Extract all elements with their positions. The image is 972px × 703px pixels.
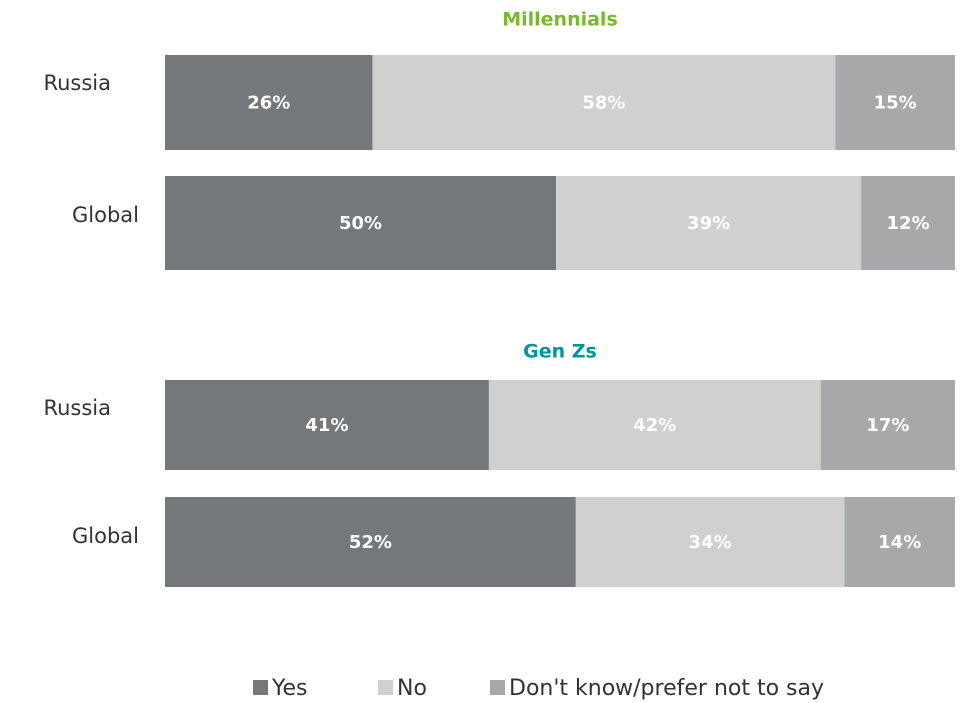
bar-segment xyxy=(820,380,955,470)
bar-segment xyxy=(835,55,955,150)
value-label: 12% xyxy=(887,213,930,234)
bar-segment xyxy=(372,55,836,150)
bar-segment xyxy=(488,380,821,470)
value-label: 58% xyxy=(582,93,625,114)
panel-title: Millennials xyxy=(502,9,618,31)
bar-segment xyxy=(165,176,557,270)
category-label: Russia xyxy=(43,396,111,420)
bar-segment xyxy=(556,176,862,270)
value-label: 39% xyxy=(687,213,730,234)
category-label: Global xyxy=(72,203,139,227)
value-label: 17% xyxy=(866,415,909,436)
value-label: 52% xyxy=(349,532,392,553)
bar-segment xyxy=(861,176,955,270)
legend-label: No xyxy=(397,676,427,701)
value-label: 41% xyxy=(305,415,348,436)
legend-label: Yes xyxy=(271,676,308,701)
value-label: 14% xyxy=(878,532,921,553)
legend-label: Don't know/prefer not to say xyxy=(509,676,824,701)
category-label: Global xyxy=(72,524,139,548)
panel-title: Gen Zs xyxy=(523,341,597,363)
value-label: 42% xyxy=(633,415,676,436)
legend-swatch xyxy=(253,680,268,695)
bar-segment xyxy=(844,497,955,587)
bar-segment xyxy=(165,497,576,587)
value-label: 26% xyxy=(247,93,290,114)
category-label: Russia xyxy=(43,71,111,95)
legend-swatch xyxy=(378,680,393,695)
value-label: 34% xyxy=(689,532,732,553)
value-label: 15% xyxy=(874,93,917,114)
value-label: 50% xyxy=(339,213,382,234)
bar-segment xyxy=(165,55,373,150)
legend-swatch xyxy=(490,680,505,695)
bar-segment xyxy=(165,380,489,470)
bar-segment xyxy=(575,497,845,587)
